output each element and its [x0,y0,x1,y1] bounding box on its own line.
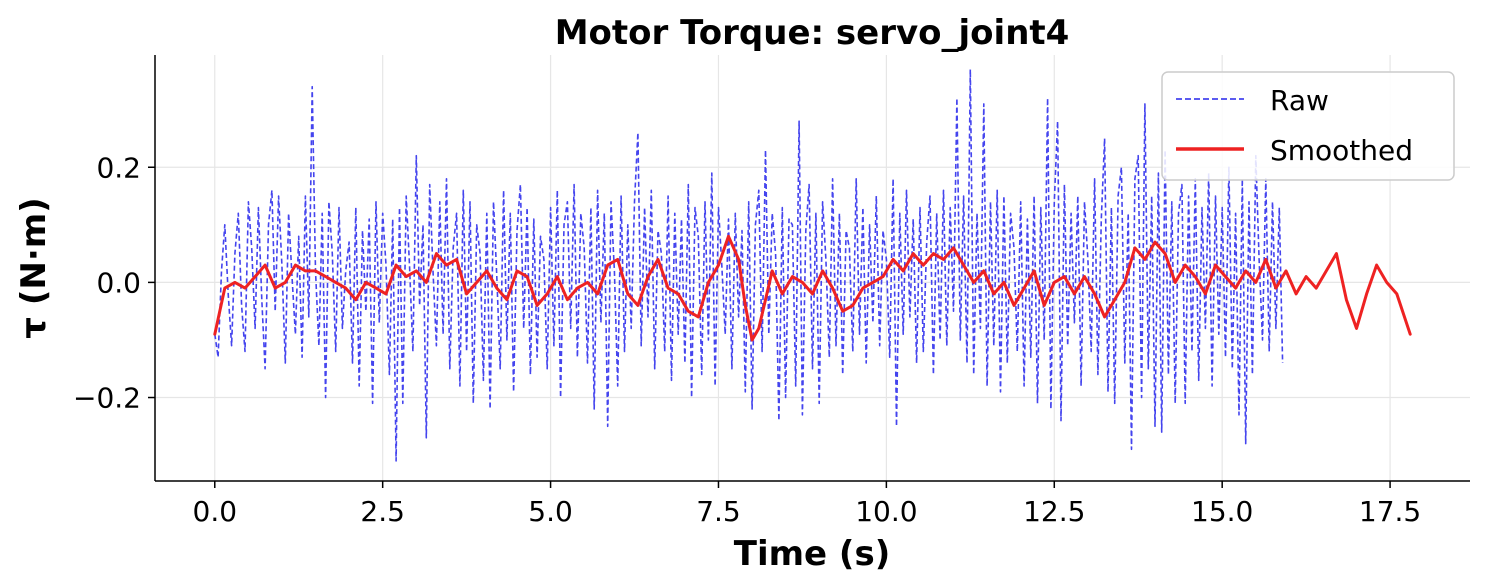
legend: Raw Smoothed [1161,71,1455,181]
x-tick-label-6: 15.0 [1191,495,1253,528]
x-tick-label-3: 7.5 [696,495,741,528]
chart-title: Motor Torque: servo_joint4 [555,13,1070,53]
x-tick-label-5: 12.5 [1023,495,1085,528]
x-ticks: 0.0 2.5 5.0 7.5 10.0 12.5 15.0 17.5 [193,481,1421,528]
y-tick-label-2: 0.2 [96,151,141,184]
y-axis-title: τ (N·m) [14,197,54,338]
y-tick-label-0: −0.2 [73,382,141,415]
x-tick-label-2: 5.0 [528,495,573,528]
y-ticks: −0.2 0.0 0.2 [73,151,155,415]
series-line-smoothed [213,234,1412,342]
axes [154,55,1470,482]
plot-series [213,68,1412,462]
x-axis-title: Time (s) [734,534,891,574]
x-tick-label-1: 2.5 [360,495,405,528]
x-tick-label-0: 0.0 [193,495,238,528]
series-line-raw [214,68,1284,462]
x-tick-label-7: 17.5 [1359,495,1421,528]
y-tick-label-1: 0.0 [96,266,141,299]
legend-smoothed-label: Smoothed [1270,134,1413,167]
legend-raw-label: Raw [1270,84,1329,117]
x-tick-label-4: 10.0 [855,495,917,528]
